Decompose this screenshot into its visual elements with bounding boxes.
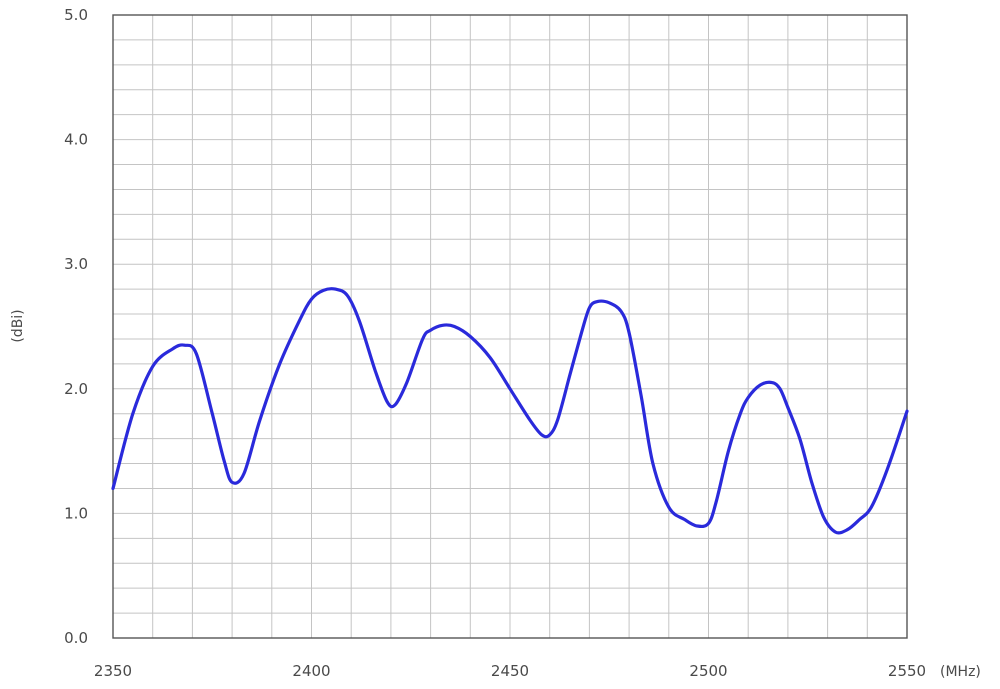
x-tick-label: 2450 [491,662,529,680]
x-axis-ticks: 2350 2400 2450 2500 2550 [94,662,926,680]
y-axis-label: (dBi) [10,309,26,342]
x-tick-label: 2400 [292,662,330,680]
y-tick-label: 4.0 [64,131,88,149]
y-tick-label: 2.0 [64,380,88,398]
series-line [111,287,909,535]
y-tick-label: 5.0 [64,6,88,24]
x-tick-label: 2550 [888,662,926,680]
y-tick-label: 3.0 [64,255,88,273]
y-axis-ticks: 0.0 1.0 2.0 3.0 4.0 5.0 [64,6,88,647]
y-tick-label: 1.0 [64,504,88,522]
x-tick-label: 2350 [94,662,132,680]
plot-frame [112,14,908,639]
x-tick-label: 2500 [689,662,727,680]
x-axis-label: (MHz) [940,664,981,680]
y-tick-label: 0.0 [64,629,88,647]
grid [113,15,907,638]
